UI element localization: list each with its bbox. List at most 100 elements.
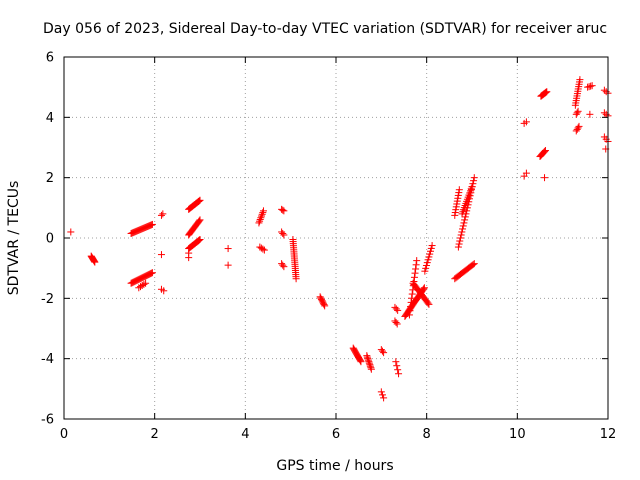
data-point bbox=[455, 189, 463, 197]
data-point bbox=[456, 237, 464, 245]
data-point bbox=[280, 207, 288, 215]
data-point bbox=[196, 216, 204, 224]
data-point bbox=[365, 358, 373, 366]
data-point bbox=[367, 365, 375, 373]
data-point bbox=[426, 247, 434, 255]
data-point bbox=[457, 231, 465, 239]
data-point bbox=[224, 261, 232, 269]
data-point bbox=[194, 197, 202, 205]
data-point bbox=[365, 359, 373, 367]
data-point bbox=[573, 109, 581, 117]
data-point bbox=[453, 200, 461, 208]
data-point bbox=[160, 287, 168, 295]
data-point bbox=[256, 217, 264, 225]
data-point bbox=[541, 89, 549, 97]
data-point bbox=[573, 125, 581, 133]
data-point bbox=[392, 318, 400, 326]
grid-lines bbox=[64, 57, 608, 419]
data-points bbox=[67, 76, 612, 402]
data-point bbox=[461, 216, 469, 224]
data-point bbox=[412, 265, 420, 273]
data-point bbox=[157, 211, 165, 219]
data-point bbox=[422, 264, 430, 272]
chart-title: Day 056 of 2023, Sidereal Day-to-day VTE… bbox=[43, 21, 607, 37]
data-point bbox=[407, 303, 415, 311]
data-point bbox=[380, 394, 388, 402]
data-point bbox=[406, 307, 414, 315]
data-point bbox=[600, 86, 608, 94]
data-point bbox=[452, 203, 460, 211]
data-point bbox=[600, 109, 608, 117]
data-point bbox=[413, 257, 421, 265]
data-point bbox=[185, 254, 193, 262]
data-point bbox=[586, 110, 594, 118]
data-point bbox=[408, 290, 416, 298]
data-point bbox=[196, 236, 204, 244]
data-point bbox=[456, 234, 464, 242]
data-point bbox=[455, 240, 463, 248]
data-point bbox=[420, 284, 428, 292]
data-point bbox=[460, 219, 468, 227]
data-point bbox=[392, 305, 400, 313]
data-point bbox=[453, 197, 461, 205]
data-point bbox=[602, 110, 610, 118]
data-point bbox=[258, 212, 266, 220]
data-point bbox=[454, 243, 462, 251]
data-point bbox=[279, 206, 287, 214]
data-point bbox=[147, 269, 155, 277]
data-point bbox=[422, 261, 430, 269]
data-point bbox=[421, 267, 429, 275]
data-point bbox=[426, 250, 434, 258]
y-tick-label: 6 bbox=[46, 51, 54, 66]
data-point bbox=[408, 294, 416, 302]
data-point bbox=[470, 174, 478, 182]
data-point bbox=[412, 261, 420, 269]
data-point bbox=[363, 352, 371, 360]
x-axis-label: GPS time / hours bbox=[276, 458, 393, 474]
data-point bbox=[255, 219, 263, 227]
data-point bbox=[410, 273, 418, 281]
data-point bbox=[364, 356, 372, 364]
data-point bbox=[259, 245, 267, 253]
data-point bbox=[91, 258, 99, 266]
data-point bbox=[458, 228, 466, 236]
data-point bbox=[470, 260, 478, 268]
x-tick-label: 10 bbox=[509, 427, 526, 442]
data-point bbox=[394, 366, 402, 374]
data-point bbox=[394, 306, 402, 314]
data-point bbox=[357, 358, 365, 366]
data-point bbox=[380, 349, 388, 357]
data-point bbox=[541, 147, 549, 155]
data-point bbox=[279, 229, 287, 237]
data-point bbox=[195, 236, 203, 244]
x-tick-label: 6 bbox=[332, 427, 340, 442]
data-point bbox=[540, 148, 548, 156]
data-point bbox=[258, 210, 266, 218]
data-point bbox=[280, 263, 288, 271]
data-point bbox=[522, 118, 530, 126]
data-point bbox=[356, 357, 364, 365]
data-point bbox=[420, 285, 428, 293]
data-point bbox=[405, 311, 413, 319]
data-point bbox=[428, 242, 436, 250]
data-point bbox=[393, 362, 401, 370]
data-point bbox=[576, 76, 584, 84]
data-point bbox=[575, 122, 583, 130]
y-tick-label: 2 bbox=[46, 171, 54, 186]
y-tick-label: -6 bbox=[41, 413, 54, 428]
data-point bbox=[459, 222, 467, 230]
data-point bbox=[585, 83, 593, 91]
data-point bbox=[541, 174, 549, 182]
y-tick-label: 4 bbox=[46, 111, 54, 126]
data-point bbox=[280, 231, 288, 239]
data-point bbox=[256, 215, 264, 223]
data-point bbox=[148, 269, 156, 277]
data-point bbox=[572, 127, 580, 135]
data-point bbox=[378, 391, 386, 399]
data-point bbox=[395, 370, 403, 378]
data-point bbox=[454, 191, 462, 199]
data-point bbox=[259, 207, 267, 215]
data-point bbox=[455, 186, 463, 194]
data-point bbox=[260, 246, 268, 254]
